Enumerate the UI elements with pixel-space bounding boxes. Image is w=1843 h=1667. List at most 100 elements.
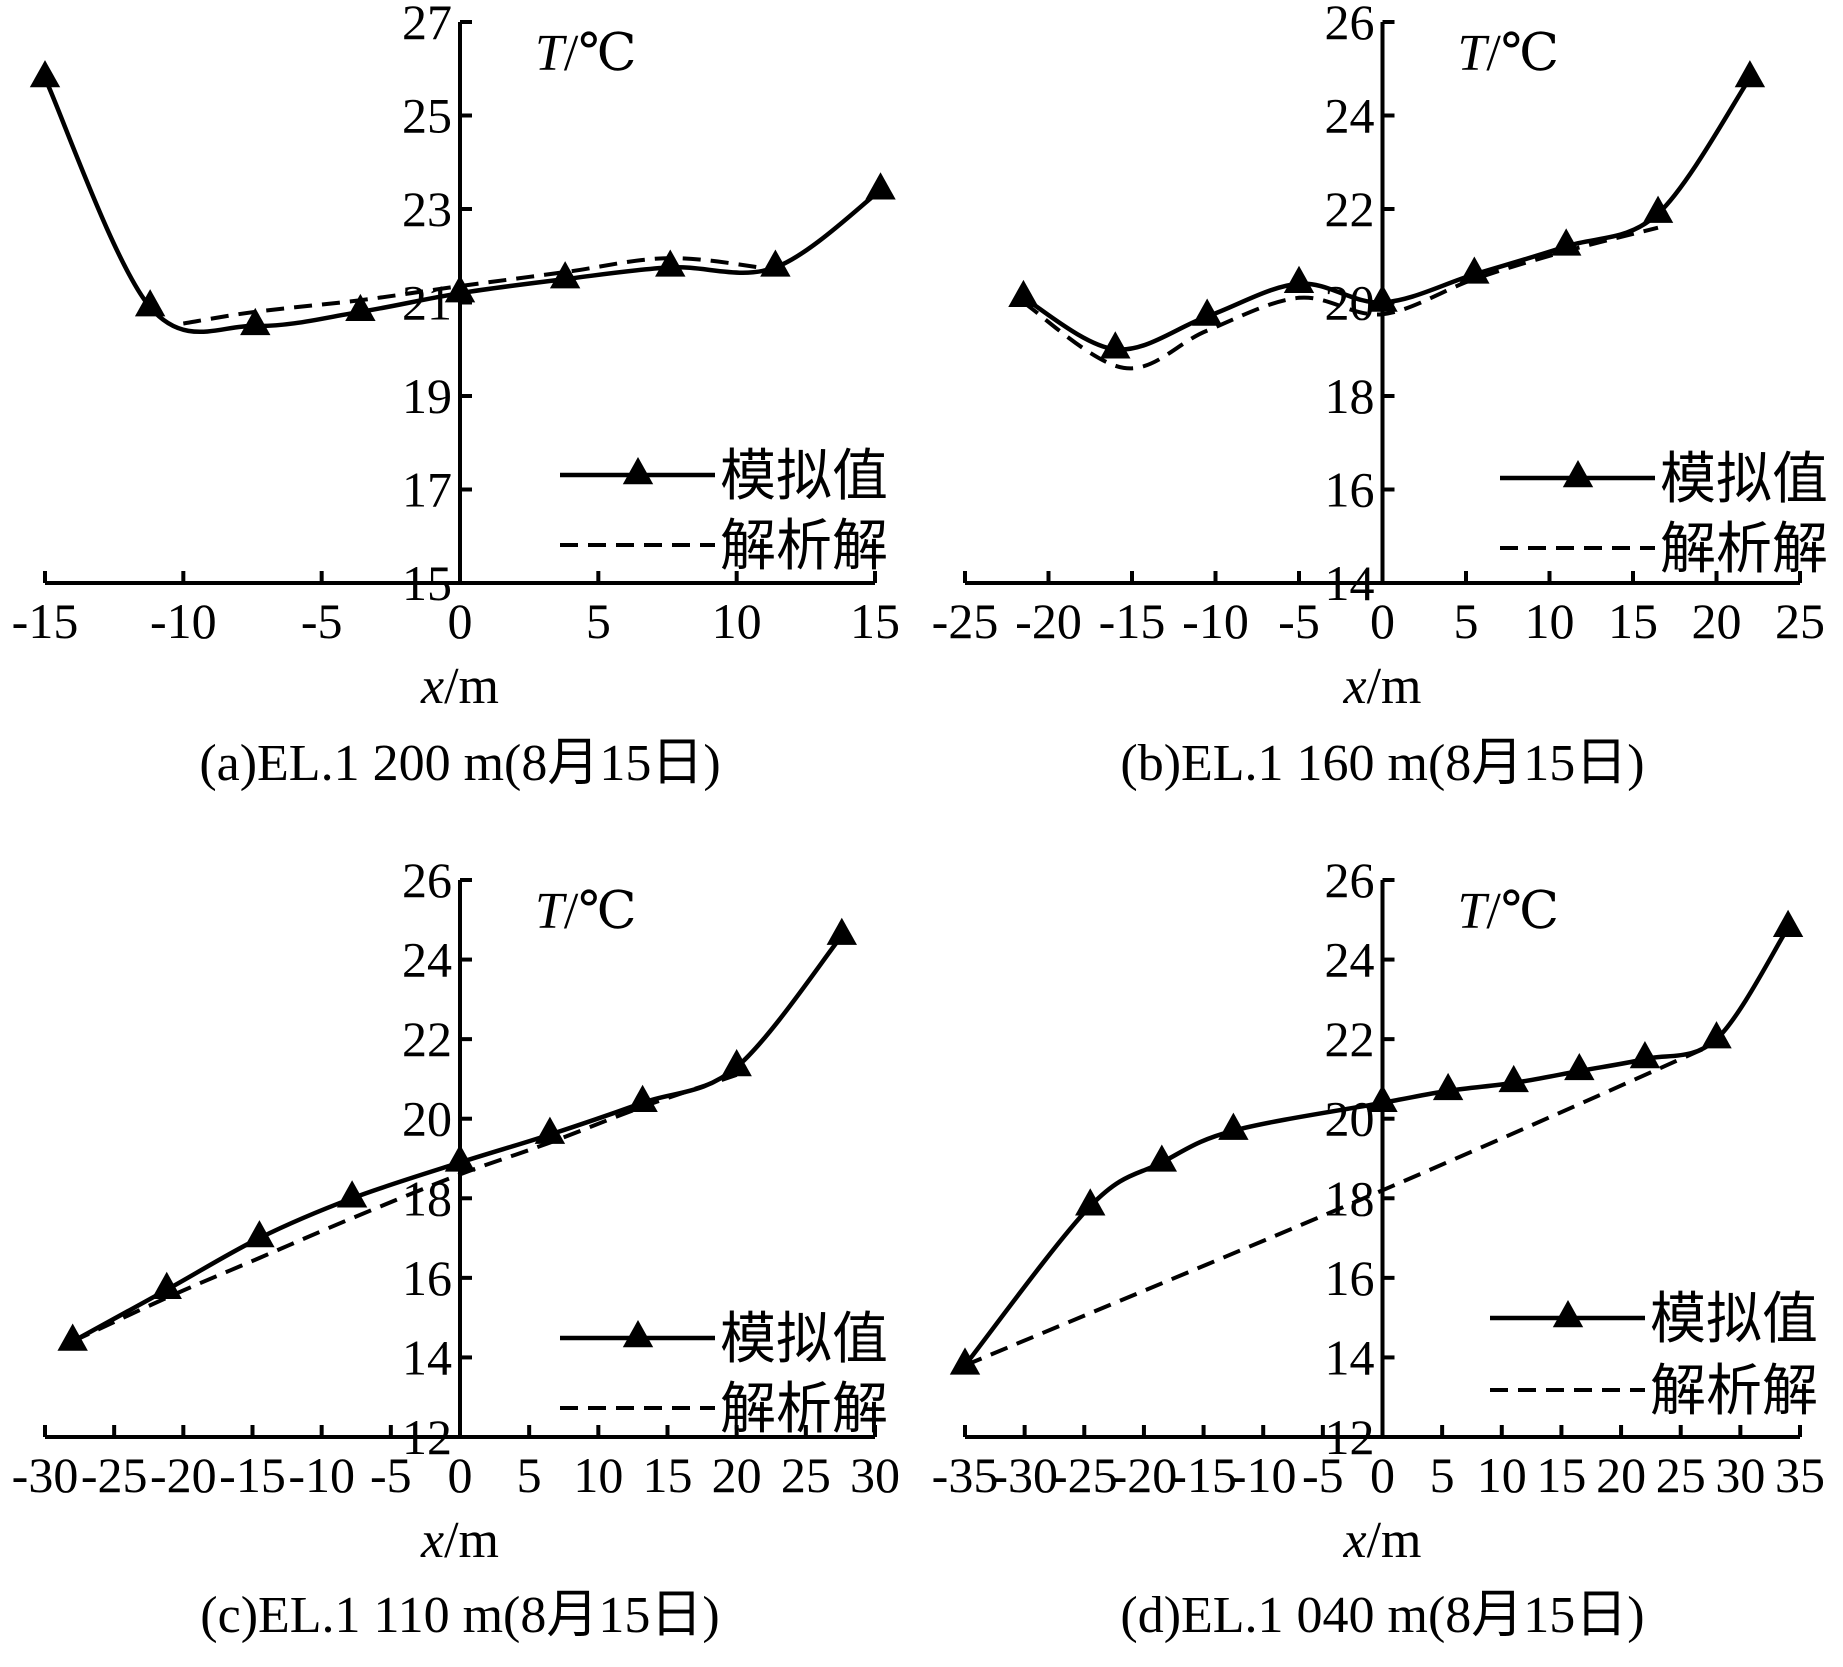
x-axis-title: x/m: [1343, 1512, 1422, 1569]
x-tick-label: -25: [932, 593, 999, 649]
data-point-marker: [1498, 1064, 1529, 1093]
panel-caption: (d)EL.1 040 m(8月15日): [1120, 1587, 1644, 1644]
y-tick-label: 20: [402, 1091, 452, 1147]
data-point-marker: [336, 1180, 368, 1208]
x-axis-title: x/m: [1343, 658, 1422, 715]
x-axis-var: x: [420, 1512, 444, 1569]
data-point-marker: [134, 289, 166, 317]
y-axis-var: T: [1458, 883, 1490, 940]
y-axis-title: T/℃: [1458, 25, 1560, 82]
x-tick-label: -20: [150, 1447, 217, 1503]
x-axis-title: x/m: [420, 658, 499, 715]
y-tick-label: 25: [402, 88, 452, 144]
panel-caption: (a)EL.1 200 m(8月15日): [199, 735, 720, 792]
x-tick-label: -10: [150, 593, 217, 649]
x-tick-label: -15: [12, 593, 79, 649]
legend-marker: [1562, 460, 1594, 488]
data-point-marker: [1367, 284, 1398, 312]
x-tick-label: 5: [1430, 1447, 1455, 1503]
chart-panel-a: -15 -10 -5 0 5 10 1515171921232527T/℃x/m(a)EL.…: [12, 0, 900, 792]
x-tick-label: 0: [448, 1447, 473, 1503]
legend-marker: [622, 457, 654, 485]
data-point-marker: [1146, 1144, 1178, 1172]
series-line-analytical: [182, 256, 776, 326]
x-tick-label: 0: [448, 593, 473, 649]
x-tick-label: 25: [781, 1447, 831, 1503]
series-line-simulated: [71, 934, 844, 1344]
x-tick-label: -20: [1111, 1447, 1178, 1503]
y-axis-title: T/℃: [535, 25, 637, 82]
legend-label-analytical: 解析解: [1660, 519, 1828, 581]
series-line-analytical: [1022, 225, 1659, 371]
legend-label-analytical: 解析解: [1650, 1361, 1818, 1423]
y-tick-label: 14: [1325, 555, 1375, 611]
y-tick-label: 16: [1325, 1250, 1375, 1306]
y-axis-title: T/℃: [535, 883, 637, 940]
data-point-marker: [1100, 331, 1131, 359]
x-tick-label: 0: [1370, 1447, 1395, 1503]
y-axis-title: T/℃: [1458, 883, 1560, 940]
y-axis-var: T: [535, 25, 567, 82]
x-tick-label: 5: [1454, 593, 1479, 649]
y-tick-label: 27: [402, 0, 452, 50]
y-tick-label: 12: [1325, 1409, 1375, 1465]
data-point-marker: [1642, 195, 1674, 223]
data-point-marker: [1075, 1188, 1106, 1216]
data-point-marker: [949, 1347, 981, 1375]
panel-caption: (c)EL.1 110 m(8月15日): [200, 1587, 719, 1644]
y-tick-label: 26: [1325, 0, 1375, 50]
x-tick-label: 10: [573, 1447, 623, 1503]
y-tick-label: 23: [402, 181, 452, 237]
x-tick-label: -30: [12, 1447, 79, 1503]
x-tick-label: 20: [712, 1447, 762, 1503]
y-tick-label: 14: [402, 1329, 452, 1385]
data-point-marker: [1701, 1021, 1732, 1049]
legend-label-simulated: 模拟值: [720, 1309, 888, 1371]
data-point-marker: [57, 1323, 88, 1351]
x-axis-var: x: [1343, 1512, 1367, 1569]
x-axis-var: x: [420, 658, 444, 715]
y-tick-label: 24: [1325, 88, 1375, 144]
y-tick-label: 15: [402, 555, 452, 611]
x-tick-label: 5: [517, 1447, 542, 1503]
data-point-marker: [534, 1116, 566, 1144]
data-point-marker: [444, 1144, 476, 1172]
y-axis-unit: /℃: [1486, 883, 1559, 940]
x-axis-var: x: [1343, 658, 1367, 715]
x-tick-label: 15: [1536, 1447, 1586, 1503]
legend-label-simulated: 模拟值: [720, 446, 888, 508]
data-point-marker: [1629, 1041, 1661, 1069]
x-tick-label: -5: [301, 593, 343, 649]
y-tick-label: 19: [402, 368, 452, 424]
data-point-marker: [865, 172, 896, 200]
x-tick-label: 30: [1715, 1447, 1765, 1503]
data-point-marker: [1367, 1084, 1398, 1112]
data-point-marker: [1564, 1052, 1595, 1081]
x-axis-unit: /m: [1367, 1512, 1422, 1569]
data-point-marker: [345, 293, 376, 322]
x-tick-label: 20: [1692, 593, 1742, 649]
x-tick-label: -15: [1170, 1447, 1237, 1503]
x-tick-label: -5: [1302, 1447, 1344, 1503]
legend-marker: [622, 1320, 654, 1348]
series-line-analytical: [964, 1041, 1718, 1368]
y-tick-label: 26: [1325, 852, 1375, 908]
legend-label-simulated: 模拟值: [1660, 449, 1828, 511]
legend-label-simulated: 模拟值: [1650, 1289, 1818, 1351]
x-tick-label: 15: [643, 1447, 693, 1503]
legend-label-analytical: 解析解: [720, 1379, 888, 1441]
y-tick-label: 16: [402, 1250, 452, 1306]
y-tick-label: 16: [1325, 462, 1375, 518]
chart-panel-b: -25 -20 -15 -10 -5 0 5 10 15 20 2514161820222426T/…: [932, 0, 1828, 792]
x-axis-title: x/m: [420, 1512, 499, 1569]
y-tick-label: 22: [1325, 1011, 1375, 1067]
y-axis-unit: /℃: [564, 883, 637, 940]
chart-panel-c: -30 -25 -20 -15 -10 -5 0 5 10 15 20 25 3012141618202…: [12, 852, 900, 1644]
y-tick-label: 26: [402, 852, 452, 908]
x-tick-label: 30: [850, 1447, 900, 1503]
x-tick-label: 15: [1608, 593, 1658, 649]
y-axis-unit: /℃: [564, 25, 637, 82]
x-tick-label: 0: [1370, 593, 1395, 649]
x-tick-label: 25: [1775, 593, 1825, 649]
